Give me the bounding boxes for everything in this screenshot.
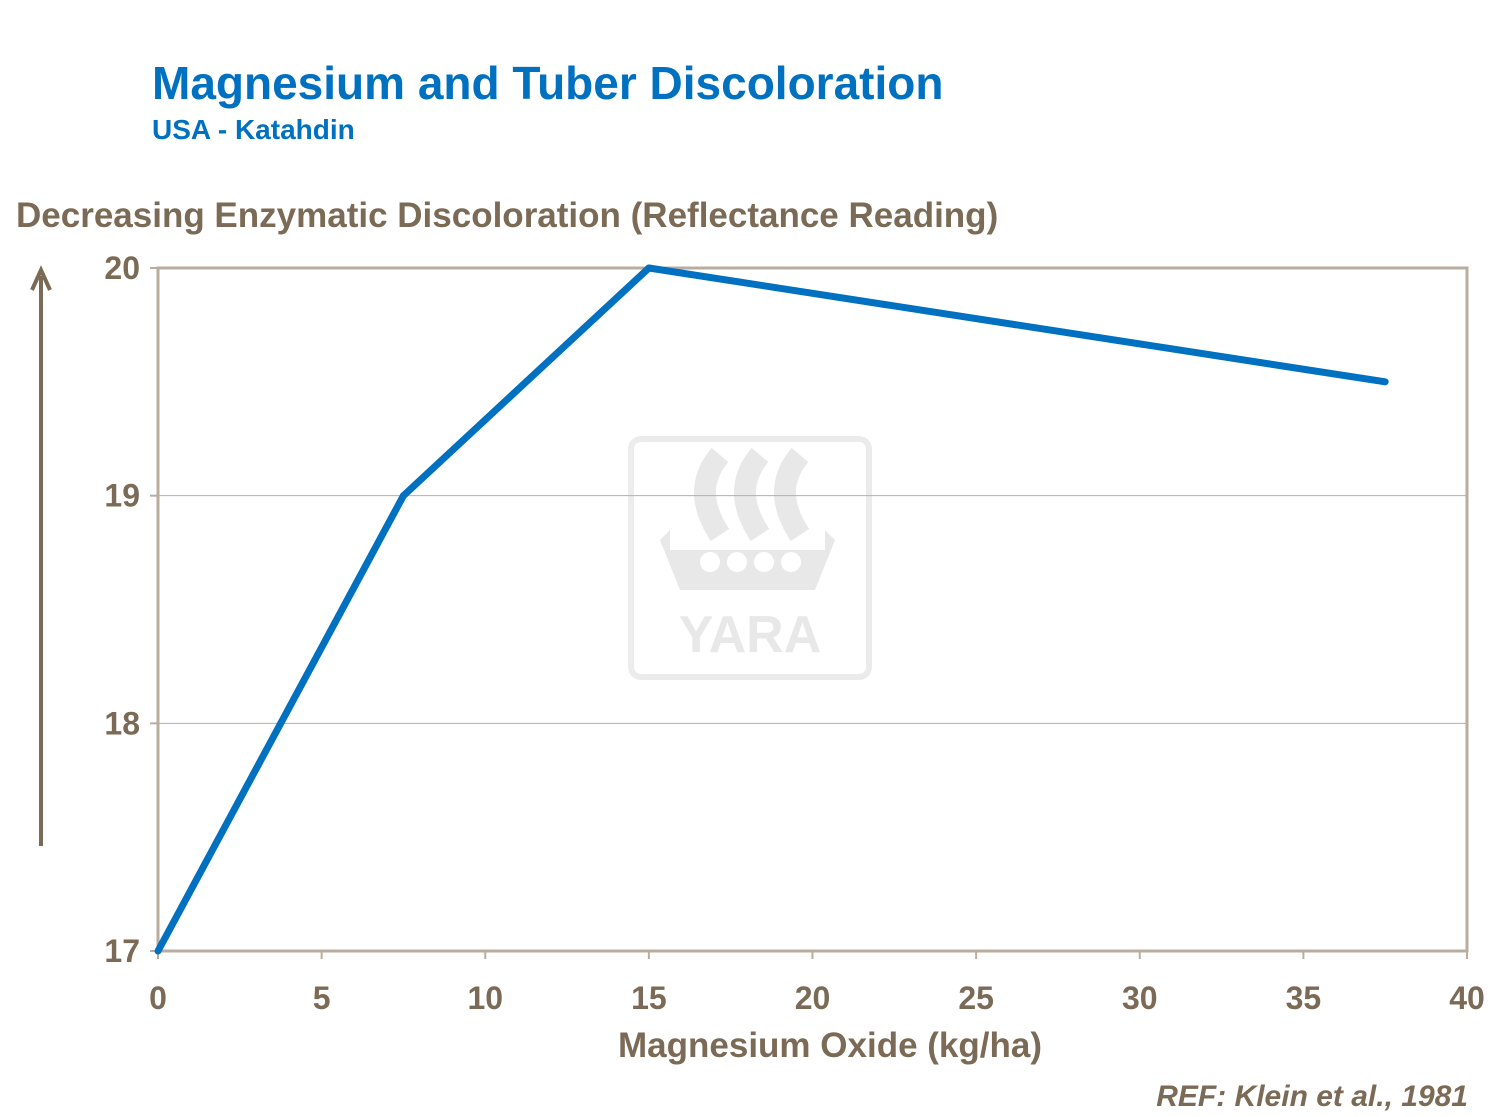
reference-note: REF: Klein et al., 1981 [1156, 1080, 1468, 1113]
x-tick-label: 20 [795, 980, 831, 1016]
y-tick-label: 18 [104, 705, 140, 741]
chart-subtitle: USA - Katahdin [152, 114, 355, 145]
x-tick-label: 25 [958, 980, 994, 1016]
x-tick-label: 10 [467, 980, 503, 1016]
x-tick-label: 40 [1449, 980, 1485, 1016]
y-axis-label: Decreasing Enzymatic Discoloration (Refl… [16, 196, 999, 235]
y-tick-label: 17 [104, 933, 140, 969]
x-tick-label: 5 [313, 980, 331, 1016]
data-point [399, 492, 407, 500]
x-tick-label: 35 [1286, 980, 1322, 1016]
data-point [154, 947, 162, 955]
up-arrow-icon [30, 265, 52, 846]
x-tick-label: 0 [149, 980, 167, 1016]
y-tick-label: 20 [104, 250, 140, 286]
x-tick-label: 15 [631, 980, 667, 1016]
chart-title: Magnesium and Tuber Discoloration [152, 57, 944, 109]
yara-watermark-logo: YARA [628, 436, 872, 680]
y-tick-label: 19 [104, 478, 140, 514]
data-point [1381, 378, 1389, 386]
data-point [645, 264, 653, 272]
x-tick-label: 30 [1122, 980, 1158, 1016]
svg-text:YARA: YARA [679, 606, 822, 664]
x-axis-label: Magnesium Oxide (kg/ha) [618, 1026, 1042, 1065]
series-line [154, 264, 1386, 953]
